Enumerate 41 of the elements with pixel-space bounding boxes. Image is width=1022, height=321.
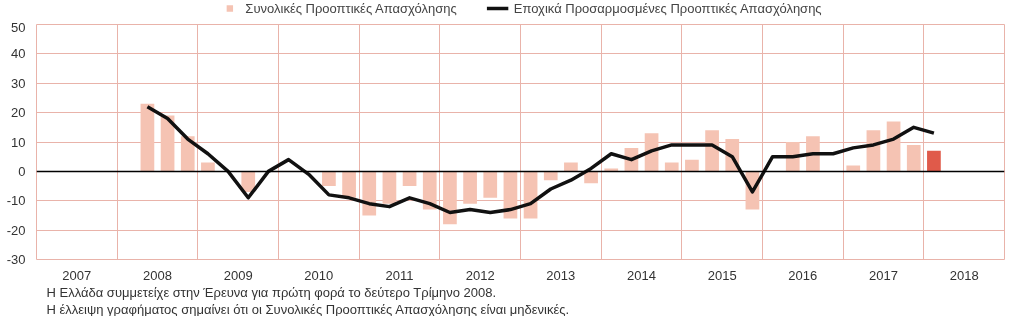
x-tick-label: 2009 — [223, 267, 253, 283]
bar — [483, 171, 498, 198]
y-tick-label: -30 — [6, 252, 26, 267]
y-tick-label: 0 — [18, 163, 26, 179]
bar — [685, 159, 699, 172]
x-tick-label: 2018 — [949, 267, 979, 283]
x-tick-label: 2015 — [707, 267, 737, 283]
text: Η Ελλάδα συμμετείχε στην Έρευνα για πρώτη φορά το δεύτερο Τρίμηνο 2008. — [46, 284, 497, 300]
bar — [322, 171, 336, 187]
bar — [906, 144, 921, 172]
bar — [564, 162, 578, 172]
bar — [140, 103, 155, 172]
bar — [463, 171, 477, 204]
bar — [664, 162, 679, 172]
bar — [443, 171, 457, 225]
y-tick-label: 20 — [11, 105, 26, 121]
x-tick-label: 2010 — [304, 267, 334, 283]
y-tick-label: 40 — [11, 46, 26, 62]
bar — [402, 171, 417, 187]
y-tick-label: 30 — [11, 75, 26, 91]
x-tick-label: 2016 — [788, 267, 818, 283]
y-tick-label: 10 — [11, 134, 26, 150]
y-tick-label: -20 — [6, 222, 26, 238]
bar — [604, 168, 619, 172]
x-tick-label: 2012 — [465, 267, 495, 283]
line-series — [145, 105, 936, 215]
bar — [382, 171, 397, 204]
x-tick-label: 2017 — [869, 267, 898, 283]
y-tick-label: 50 — [11, 19, 26, 35]
x-tick-label: 2008 — [143, 267, 172, 283]
x-tick-label: 2011 — [385, 267, 414, 283]
legend-label: Συνολικές Προοπτικές Απασχόλησης — [245, 0, 457, 16]
x-tick-label: 2013 — [546, 267, 576, 283]
text: Η έλλειψη γραφήματος σημαίνει ότι οι Συνολικές Προοπτικές Απασχόλησης είναι μηδενικές. — [46, 301, 570, 317]
y-tick-label: -10 — [6, 193, 26, 209]
bar — [201, 162, 215, 172]
bar — [180, 136, 195, 172]
x-tick-label: 2014 — [627, 267, 656, 283]
legend-label: Εποχικά Προσαρμοσμένες Προοπτικές Απασχόλησης — [513, 0, 822, 16]
x-tick-label: 2007 — [62, 267, 92, 283]
bar — [927, 150, 941, 172]
